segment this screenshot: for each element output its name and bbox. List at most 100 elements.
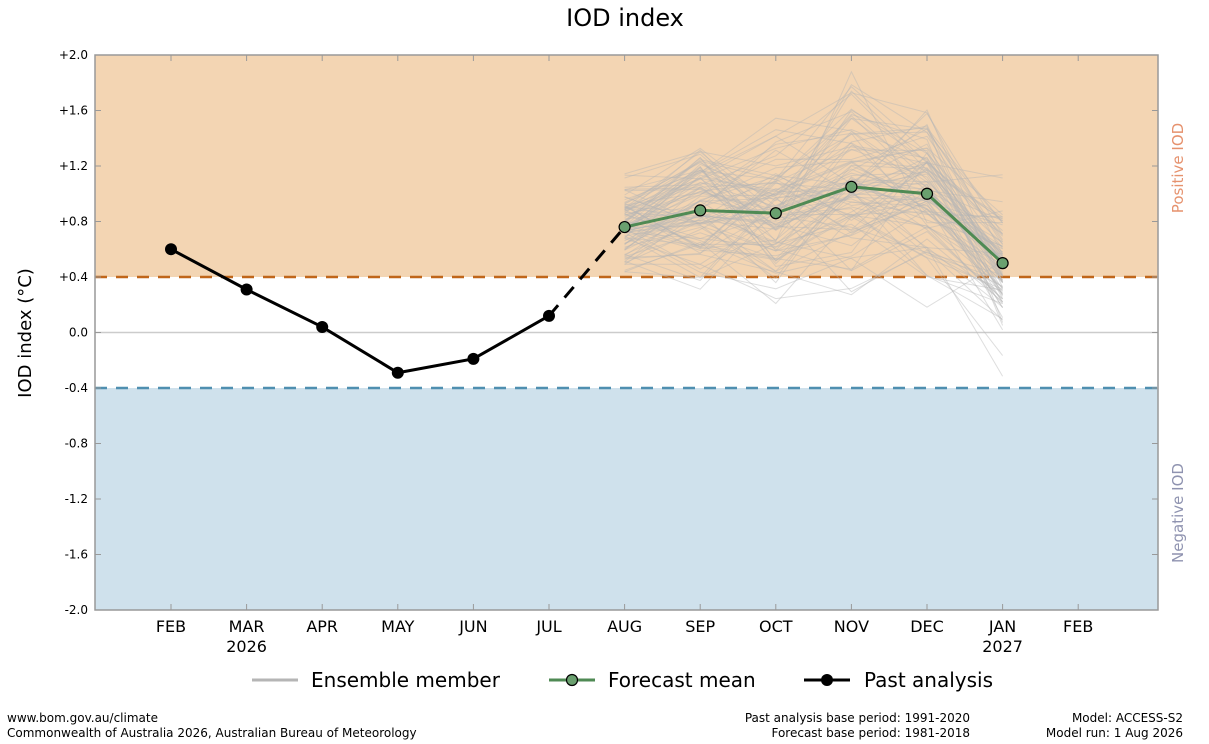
ensemble-member-line <box>624 200 1003 292</box>
legend-ensemble-label: Ensemble member <box>311 668 501 692</box>
footer-model: Model: ACCESS-S2 Model run: 1 Aug 2026 <box>990 711 1183 741</box>
ensemble-member-line <box>624 117 1003 211</box>
ensemble-members <box>624 70 1004 377</box>
ensemble-member-line <box>624 143 1004 277</box>
ensemble-member-line <box>624 117 1003 245</box>
ensemble-member-line <box>624 111 1003 260</box>
forecast-mean-point <box>996 257 1009 270</box>
x-tick-label: SEP <box>685 617 715 636</box>
ensemble-member-line <box>624 149 1003 231</box>
legend: Ensemble member Forecast mean Past analysi… <box>252 668 993 692</box>
ensemble-member-line <box>624 189 1003 248</box>
ensemble-member-line <box>624 226 1003 270</box>
ensemble-member-line <box>624 109 1003 237</box>
y-tick-label: -0.8 <box>65 437 88 451</box>
footer-base-periods: Past analysis base period: 1991-2020 For… <box>640 711 970 741</box>
ensemble-member-line <box>624 144 1004 265</box>
forecast-mean-point <box>618 220 631 234</box>
ensemble-member-line <box>624 176 1003 265</box>
ensemble-member-line <box>624 238 1003 300</box>
ensemble-member-line <box>624 128 1004 245</box>
ensemble-member-line <box>624 113 1004 326</box>
ensemble-member-line <box>624 232 1003 308</box>
ensemble-member-line <box>624 130 1003 254</box>
x-tick-label: MAR <box>229 617 265 636</box>
footer-copyright: Commonwealth of Australia 2026, Australi… <box>7 726 417 740</box>
x-tick-label: JUN <box>458 617 487 636</box>
iod-chart: IOD index +2.0 +1.6 +1.2 +0.8 +0.4 0.0 -0.4 -0.… <box>15 4 1187 692</box>
ensemble-member-line <box>624 117 1004 240</box>
y-tick-label: -0.4 <box>65 381 88 395</box>
ensemble-member-line <box>624 215 1003 276</box>
ensemble-member-line <box>624 162 1004 299</box>
ensemble-member-line <box>624 166 1003 262</box>
ensemble-member-line <box>624 147 1003 249</box>
ensemble-member-line <box>624 131 1004 283</box>
y-tick-label: +0.8 <box>59 215 88 229</box>
past-analysis-point <box>316 320 329 333</box>
legend-forecast-marker <box>565 673 579 687</box>
positive-iod-region <box>95 55 1158 277</box>
x-tick-label: FEB <box>156 617 186 636</box>
ensemble-member-line <box>624 186 1003 284</box>
ensemble-member-line <box>624 199 1003 320</box>
legend-past-marker <box>821 674 833 686</box>
footer-model-name: Model: ACCESS-S2 <box>1071 711 1183 725</box>
x-year-label: 2026 <box>226 637 267 656</box>
ensemble-member-line <box>624 135 1004 242</box>
x-tick-label: NOV <box>834 617 869 636</box>
ensemble-member-line <box>624 211 1003 308</box>
negative-iod-label: Negative IOD <box>1169 463 1187 563</box>
ensemble-member-line <box>624 160 1003 257</box>
ensemble-member-line <box>624 173 1004 295</box>
x-tick-label: FEB <box>1063 617 1093 636</box>
forecast-mean-point <box>920 187 934 200</box>
ensemble-member-line <box>624 162 1003 250</box>
ensemble-member-line <box>624 92 1004 255</box>
x-tick-label: AUG <box>607 617 642 636</box>
x-tick-label: DEC <box>910 617 944 636</box>
ensemble-member-line <box>624 142 1003 281</box>
ensemble-member-line <box>624 148 1004 290</box>
ensemble-member-line <box>624 109 1004 283</box>
ensemble-member-line <box>624 149 1004 276</box>
ensemble-member-line <box>624 123 1004 288</box>
ensemble-member-line <box>624 196 1003 260</box>
ensemble-member-line <box>624 223 1003 291</box>
ensemble-member-line <box>624 161 1004 278</box>
ensemble-member-line <box>624 167 1003 263</box>
ensemble-member-line <box>624 193 1003 272</box>
ensemble-member-line <box>624 182 1004 308</box>
footer-source: www.bom.gov.au/climate Commonwealth of A… <box>7 711 417 741</box>
ensemble-member-line <box>624 83 1003 224</box>
ensemble-member-line <box>624 135 1003 260</box>
positive-iod-label: Positive IOD <box>1169 123 1187 213</box>
y-tick-label: +1.2 <box>59 159 88 173</box>
ensemble-member-line <box>624 206 1003 276</box>
ensemble-member-line <box>624 209 1003 321</box>
y-tick-label: 0.0 <box>69 326 88 340</box>
ensemble-member-line <box>624 182 1003 263</box>
forecast-mean-point <box>845 180 858 193</box>
past-analysis-point <box>543 309 555 322</box>
past-analysis-point <box>467 352 480 365</box>
ensemble-member-line <box>624 198 1004 377</box>
ensemble-member-line <box>624 161 1004 283</box>
ensemble-member-line <box>624 213 1003 290</box>
y-axis-label: IOD index (°C) <box>15 268 36 398</box>
negative-iod-region <box>95 388 1158 610</box>
ensemble-member-line <box>624 129 1003 274</box>
ensemble-member-line <box>624 202 1004 331</box>
ensemble-member-line <box>624 216 1003 356</box>
ensemble-member-line <box>624 85 1004 260</box>
x-tick-label: APR <box>306 617 338 636</box>
ensemble-member-line <box>624 189 1003 305</box>
past-analysis-point <box>240 283 253 296</box>
ensemble-member-line <box>624 147 1003 233</box>
ensemble-member-line <box>624 201 1003 251</box>
footer-forecast-base: Forecast base period: 1981-2018 <box>771 726 970 740</box>
footer-url: www.bom.gov.au/climate <box>7 711 158 725</box>
x-tick-label: OCT <box>759 617 793 636</box>
ensemble-member-line <box>624 196 1003 300</box>
y-tick-label: +0.4 <box>59 270 88 284</box>
